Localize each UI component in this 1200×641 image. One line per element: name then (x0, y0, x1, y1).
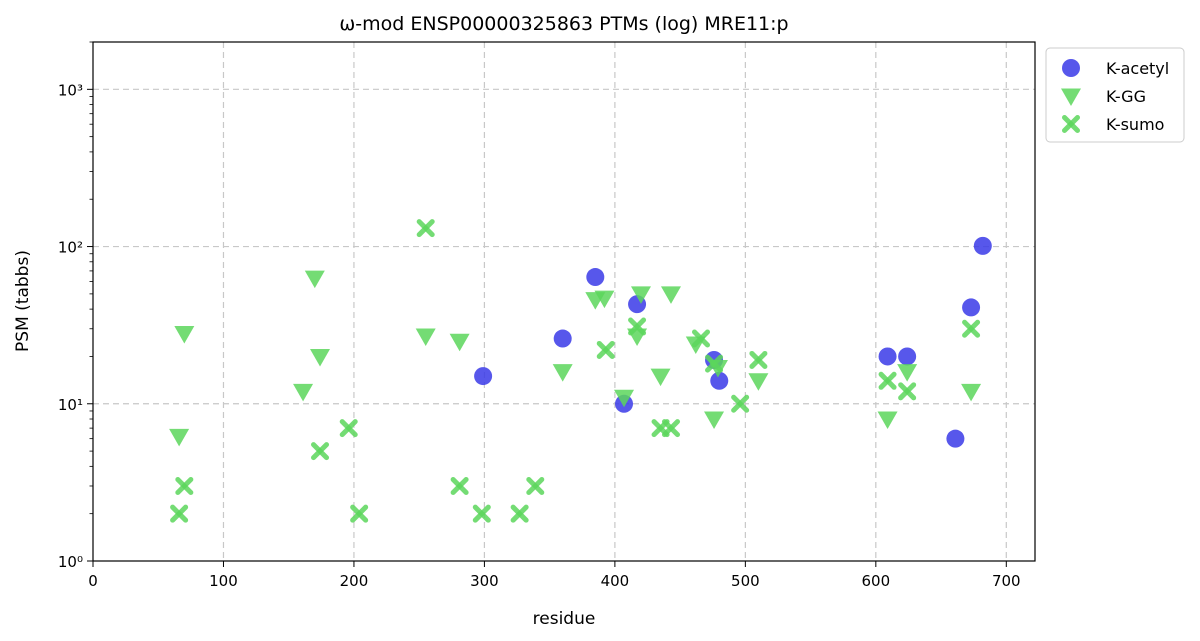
marker-stroke (878, 371, 897, 390)
legend-frame (1045, 47, 1185, 143)
point-k-gg (660, 286, 681, 304)
marker-stroke (526, 476, 545, 495)
marker-stroke (472, 504, 491, 523)
point-k-sumo (691, 329, 710, 348)
point-k-acetyl (586, 268, 605, 287)
plot-area-frame (92, 41, 1036, 562)
legend-label: K-acetyl (1106, 59, 1169, 78)
x-tick-label: 400 (601, 572, 630, 590)
marker-stroke (175, 476, 194, 495)
point-k-gg (552, 364, 573, 382)
point-k-sumo (416, 219, 435, 238)
point-k-acetyl (553, 329, 572, 348)
point-k-gg (704, 411, 725, 430)
point-k-sumo (510, 504, 529, 523)
x-tick-label: 0 (88, 572, 98, 590)
point-k-gg (877, 411, 898, 430)
y-tick-label: 10¹ (58, 396, 83, 414)
y-axis: 10⁰ 10¹ 10² 10³ (58, 41, 93, 571)
marker-stroke (170, 504, 189, 523)
point-k-sumo (350, 504, 369, 523)
y-tick-label: 10³ (58, 81, 83, 99)
marker-stroke (898, 382, 917, 401)
x-tick-label: 500 (731, 572, 760, 590)
marker-stroke (691, 329, 710, 348)
x-axis: 0 100 200 300 400 500 600 700 (88, 561, 1021, 590)
point-k-sumo (472, 504, 491, 523)
point-k-gg (630, 286, 651, 304)
point-k-acetyl (962, 298, 981, 317)
marker-stroke (705, 354, 724, 373)
chart-title: ω-mod ENSP00000325863 PTMs (log) MRE11:p (339, 13, 788, 35)
point-k-acetyl (973, 236, 992, 255)
legend-marker-k-gg (1061, 88, 1081, 106)
legend-marker-k-acetyl (1062, 59, 1080, 77)
marker-stroke (450, 476, 469, 495)
point-k-sumo (170, 504, 189, 523)
legend-label: K-GG (1106, 87, 1146, 106)
x-axis-label: residue (533, 609, 596, 629)
point-k-gg (174, 325, 195, 344)
marker-stroke (628, 317, 647, 336)
point-k-sumo (175, 476, 194, 495)
point-k-gg (961, 383, 982, 402)
x-tick-label: 100 (209, 572, 238, 590)
point-k-sumo (339, 419, 358, 438)
marker-stroke (311, 442, 330, 461)
point-k-sumo (628, 317, 647, 336)
point-k-gg (310, 348, 331, 367)
data-points (169, 219, 992, 523)
point-k-gg (293, 383, 314, 402)
point-k-acetyl (474, 367, 493, 386)
point-k-sumo (450, 476, 469, 495)
x-tick-label: 200 (340, 572, 369, 590)
marker-stroke (962, 319, 981, 338)
legend: K-acetyl K-GG K-sumo (1045, 47, 1185, 143)
point-k-gg (897, 364, 918, 382)
marker-stroke (596, 340, 615, 359)
point-k-sumo (311, 442, 330, 461)
marker-stroke (339, 419, 358, 438)
point-k-gg (614, 389, 635, 408)
legend-label: K-sumo (1106, 115, 1164, 134)
point-k-gg (748, 373, 769, 391)
x-tick-label: 600 (862, 572, 891, 590)
marker-stroke (661, 419, 680, 438)
point-k-gg (304, 270, 325, 289)
point-k-acetyl (898, 347, 917, 366)
x-tick-label: 300 (470, 572, 499, 590)
marker-stroke (731, 394, 750, 413)
point-k-gg (169, 428, 190, 447)
point-k-sumo (878, 371, 897, 390)
x-tick-label: 700 (992, 572, 1021, 590)
point-k-acetyl (878, 347, 897, 366)
point-k-gg (594, 290, 615, 309)
point-k-acetyl (946, 429, 965, 448)
point-k-gg (650, 368, 671, 387)
legend-marker-k-sumo (1062, 115, 1080, 133)
point-k-acetyl (710, 371, 729, 390)
y-tick-label: 10⁰ (58, 553, 83, 571)
y-axis-label: PSM (tabbs) (13, 250, 33, 352)
point-k-sumo (731, 394, 750, 413)
point-k-sumo (962, 319, 981, 338)
grid (93, 42, 1035, 561)
point-k-sumo (705, 354, 724, 373)
marker-stroke (416, 219, 435, 238)
marker-stroke (1062, 115, 1080, 133)
point-k-sumo (661, 419, 680, 438)
point-k-sumo (898, 382, 917, 401)
marker-stroke (350, 504, 369, 523)
point-k-sumo (596, 340, 615, 359)
y-tick-label: 10² (58, 239, 83, 257)
marker-stroke (749, 350, 768, 369)
point-k-gg (415, 328, 436, 346)
point-k-sumo (749, 350, 768, 369)
marker-stroke (510, 504, 529, 523)
point-k-sumo (526, 476, 545, 495)
point-k-gg (449, 333, 470, 352)
